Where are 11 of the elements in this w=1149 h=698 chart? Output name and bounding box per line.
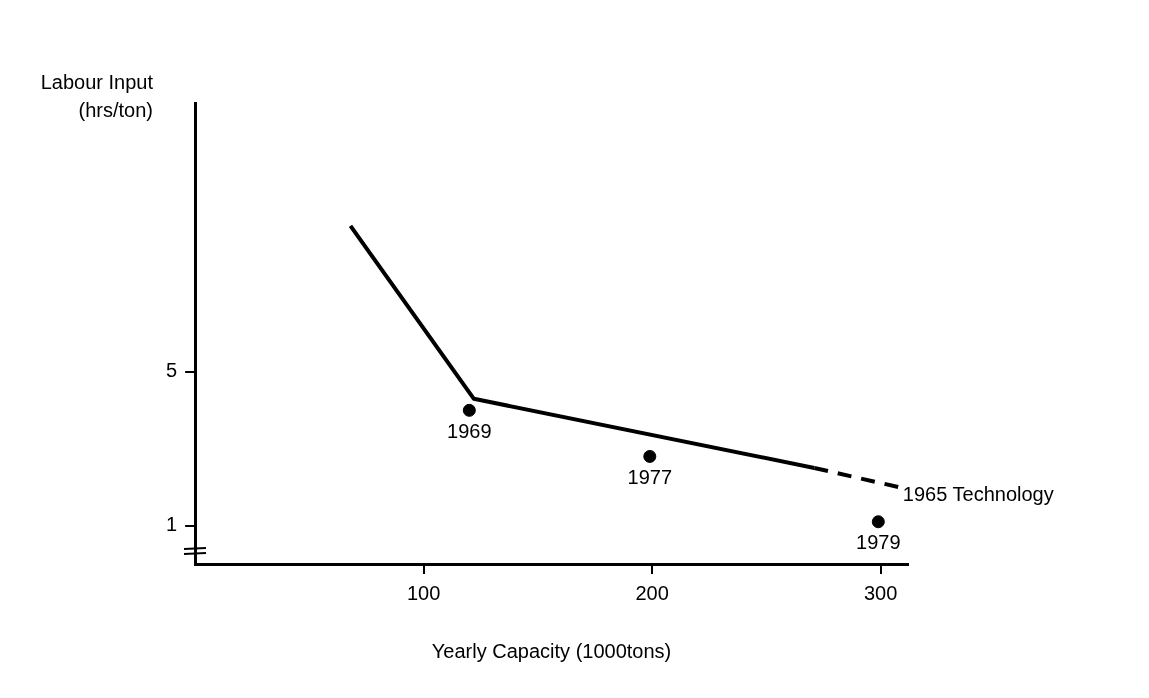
x-tick-label: 200 — [635, 581, 669, 604]
x-tick-label: 300 — [863, 581, 898, 604]
x-tick-label: 100 — [406, 581, 441, 604]
annotation: 1977 — [627, 465, 673, 488]
annotation: 1979 — [856, 531, 901, 554]
annotation: 1965 Technology — [902, 482, 1054, 505]
annotation: 1969 — [447, 419, 492, 442]
y-tick-label: 5 — [166, 359, 178, 382]
x-axis-title: Yearly Capacity (1000tons) — [431, 639, 672, 662]
y-tick-label: 1 — [166, 513, 178, 536]
y-axis-title: Labour Input (hrs/ton) — [39, 70, 153, 123]
